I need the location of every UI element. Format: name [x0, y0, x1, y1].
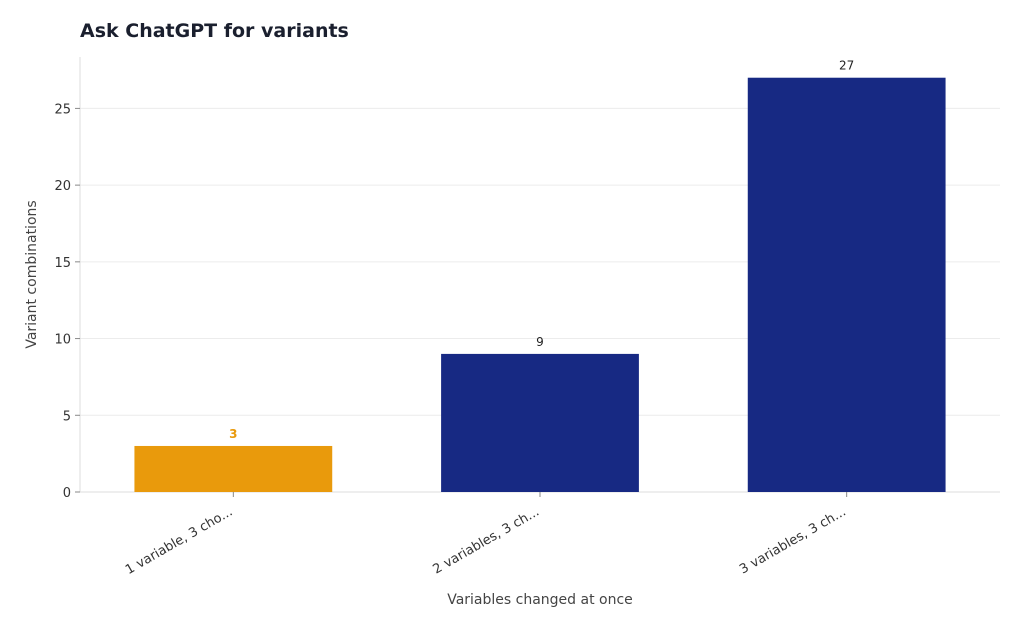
x-tick-label: 3 variables, 3 ch... — [737, 504, 848, 577]
data-label: 27 — [839, 59, 854, 73]
y-tick-label: 25 — [54, 102, 71, 117]
y-axis-label: Variant combinations — [24, 200, 40, 348]
y-tick-label: 5 — [63, 409, 71, 424]
x-tick-label: 1 variable, 3 cho... — [123, 504, 235, 578]
y-tick-label: 15 — [54, 256, 71, 271]
y-tick-label: 0 — [63, 486, 71, 501]
x-tick-label: 2 variables, 3 ch... — [431, 504, 542, 577]
data-label: 3 — [229, 427, 237, 441]
chart-title: Ask ChatGPT for variants — [80, 20, 349, 42]
y-tick-label: 10 — [54, 333, 71, 348]
bar-1 — [134, 445, 333, 492]
bar-2 — [441, 353, 639, 492]
bars — [134, 77, 946, 492]
y-tick-label: 20 — [54, 179, 71, 194]
x-axis-ticks: 1 variable, 3 cho... 2 variables, 3 ch...… — [123, 492, 849, 578]
bar-3 — [747, 77, 946, 492]
data-label: 9 — [536, 335, 544, 349]
x-axis-label: Variables changed at once — [447, 592, 633, 608]
data-labels: 3 9 27 — [229, 59, 854, 441]
y-axis-ticks: 0 5 10 15 20 25 — [54, 102, 80, 501]
